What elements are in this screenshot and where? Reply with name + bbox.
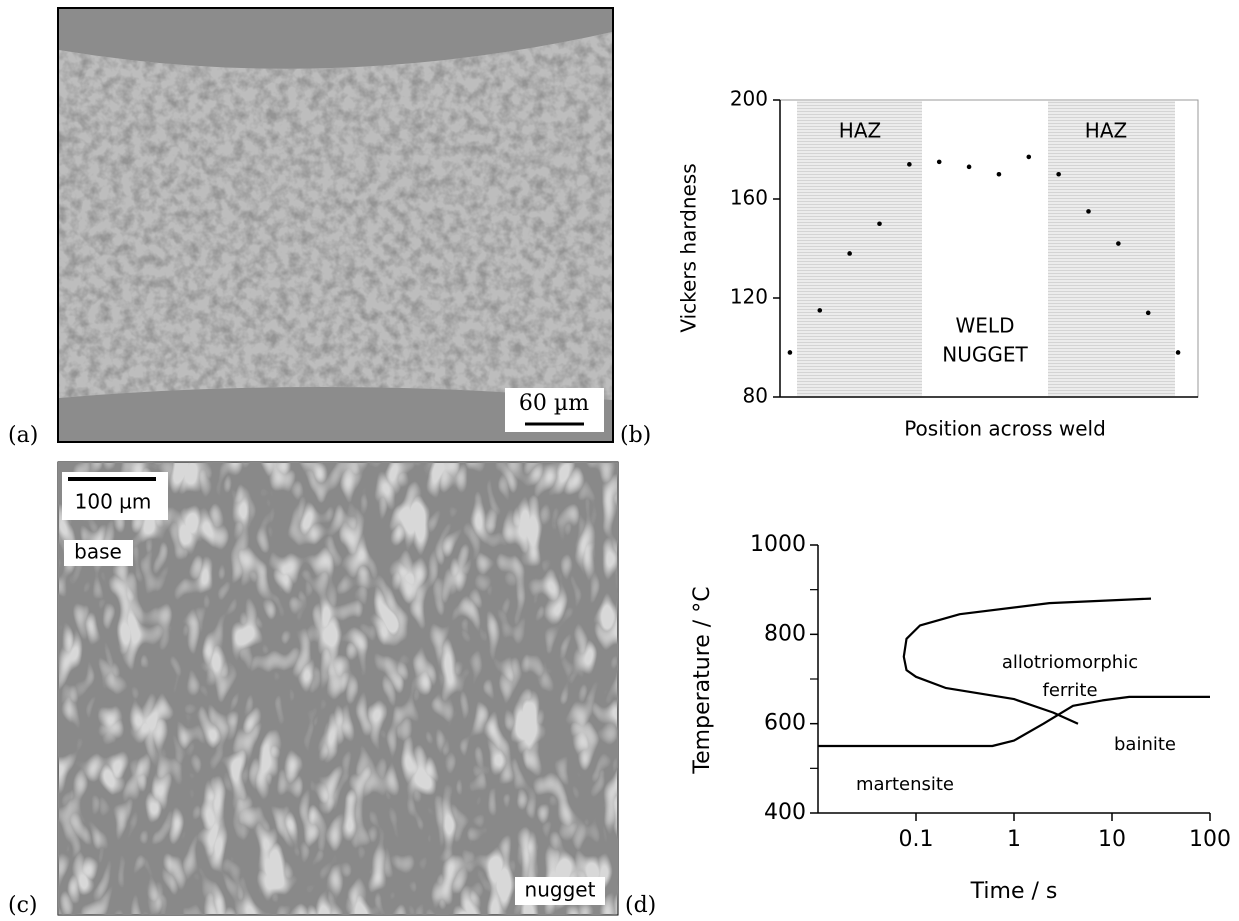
data-point (907, 162, 912, 167)
data-point (847, 251, 852, 256)
micrograph-label: nugget (525, 878, 596, 902)
y-axis-label: Temperature / °C (690, 586, 715, 774)
data-point (1116, 241, 1121, 246)
data-point (1146, 311, 1151, 316)
panel-label: (a) (8, 423, 38, 448)
panel-label: (c) (8, 893, 38, 918)
y-axis-label: Vickers hardness (677, 163, 701, 332)
x-tick-label: 0.1 (899, 827, 934, 852)
x-tick-label: 100 (1189, 827, 1231, 852)
y-tick-label: 120 (730, 285, 768, 309)
annotation: NUGGET (942, 343, 1028, 367)
panel-label: (d) (625, 893, 656, 918)
annotation: allotriomorphic (1002, 652, 1138, 673)
y-tick-label: 600 (764, 711, 806, 736)
micrograph-label: base (74, 540, 122, 564)
y-tick-label: 1000 (750, 532, 806, 557)
x-axis-label: Time / s (970, 879, 1058, 904)
data-point (967, 165, 972, 170)
data-point (1026, 155, 1031, 160)
y-tick-label: 80 (743, 384, 768, 408)
data-point (997, 172, 1002, 177)
data-point (1176, 350, 1181, 355)
micrograph-c: 100 µm base nugget (58, 462, 618, 915)
panel-label: (b) (620, 423, 651, 448)
micrograph-a: 60 µm (58, 8, 613, 442)
data-point (1056, 172, 1061, 177)
data-point (817, 308, 822, 313)
scale-bar-label: 60 µm (519, 391, 589, 416)
annotation: martensite (856, 774, 954, 795)
data-point (788, 350, 793, 355)
x-tick-label: 10 (1098, 827, 1126, 852)
annotation: ferrite (1042, 680, 1097, 701)
x-axis-label: Position across weld (904, 417, 1106, 441)
scale-bar-label: 100 µm (75, 490, 152, 514)
figure: 60 µm 100 µm base nugget (a) (b) (c) (d)… (0, 0, 1239, 921)
annotation: bainite (1114, 734, 1176, 755)
data-point (1086, 209, 1091, 214)
annotation: HAZ (1085, 119, 1127, 143)
data-point (937, 160, 942, 165)
y-tick-label: 200 (730, 87, 768, 111)
data-point (877, 221, 882, 226)
y-tick-label: 400 (764, 800, 806, 825)
x-tick-label: 1 (1007, 827, 1021, 852)
annotation: WELD (956, 314, 1015, 338)
y-tick-label: 160 (730, 186, 768, 210)
y-tick-label: 800 (764, 621, 806, 646)
annotation: HAZ (839, 119, 881, 143)
